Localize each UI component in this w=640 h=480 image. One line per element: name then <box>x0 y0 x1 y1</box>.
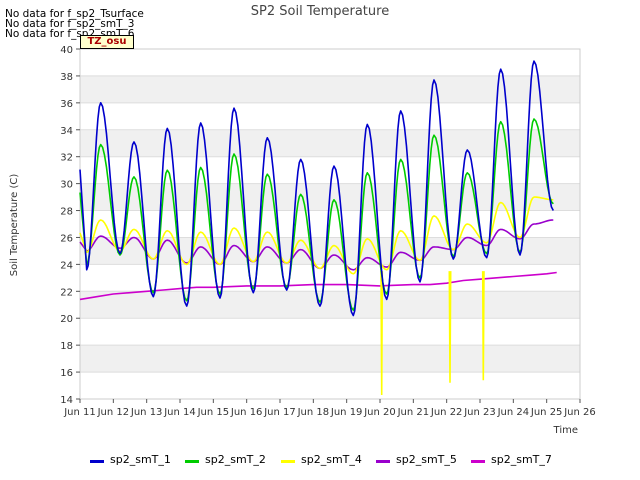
legend-label-sp2-smt-4: sp2_smT_4 <box>301 453 362 466</box>
series-line-sp2-smt-7 <box>79 271 557 301</box>
x-tick-label: Jun 19 <box>330 407 363 418</box>
x-tick-label: Jun 22 <box>430 407 463 418</box>
x-tick-label: Jun 14 <box>163 407 196 418</box>
legend-label-sp2-smt-5: sp2_smT_5 <box>396 453 457 466</box>
no-data-note-2: No data for f_sp2_smT_3 <box>5 18 135 30</box>
y-tick-label: 26 <box>60 233 73 244</box>
y-tick-label: 28 <box>60 207 73 218</box>
legend-swatch-sp2-smt-2 <box>185 460 199 463</box>
x-tick-label: Jun 25 <box>530 407 563 418</box>
series-line-sp2-smt-2 <box>79 118 554 311</box>
x-tick-label: Jun 16 <box>230 407 263 418</box>
y-tick-label: 32 <box>60 153 73 164</box>
series-layer <box>79 60 557 396</box>
x-tick-label: Jun 13 <box>130 407 163 418</box>
chart-title: SP2 Soil Temperature <box>251 4 389 19</box>
legend-swatch-sp2-smt-1 <box>90 460 104 463</box>
series-spike-sp2-smt-4 <box>448 271 452 383</box>
series-spike-sp2-smt-4 <box>380 271 384 396</box>
x-tick-label: Jun 17 <box>263 407 296 418</box>
y-tick-label: 30 <box>60 180 73 191</box>
legend-swatch-sp2-smt-7 <box>471 460 485 463</box>
y-tick-label: 20 <box>60 314 73 325</box>
y-tick-label: 40 <box>60 45 73 56</box>
plot-area <box>79 48 581 400</box>
y-tick-label: 18 <box>60 341 73 352</box>
y-tick-label: 24 <box>60 260 73 271</box>
y-tick-label: 36 <box>60 99 73 110</box>
x-tick-label: Jun 21 <box>397 407 430 418</box>
y-axis-label: Soil Temperature (C) <box>9 174 20 277</box>
x-tick-label: Jun 12 <box>97 407 130 418</box>
legend-swatch-sp2-smt-4 <box>281 460 295 463</box>
y-tick-label: 14 <box>60 395 73 406</box>
x-axis: Jun 11 Jun 12 Jun 13 Jun 14 Jun 15 Jun 16 Jun … <box>63 399 596 418</box>
y-tick-label: 38 <box>60 72 73 83</box>
x-tick-label: Jun 11 <box>63 407 96 418</box>
legend-label-sp2-smt-1: sp2_smT_1 <box>110 453 171 466</box>
y-tick-label: 22 <box>60 287 73 298</box>
timezone-badge: TZ_osu <box>80 35 134 49</box>
x-tick-label: Jun 24 <box>497 407 530 418</box>
no-data-note-1: No data for f_sp2_Tsurface <box>5 8 144 20</box>
y-axis: 14 16 18 20 22 24 26 28 30 32 34 36 38 40 <box>60 45 80 406</box>
x-tick-label: Jun 26 <box>563 407 596 418</box>
grid-band <box>80 291 580 319</box>
legend-label-sp2-smt-7: sp2_smT_7 <box>491 453 552 466</box>
legend: sp2_smT_1 sp2_smT_2 sp2_smT_4 sp2_smT_5 … <box>0 452 640 470</box>
x-axis-label: Time <box>553 425 578 436</box>
y-tick-label: 34 <box>60 126 73 137</box>
x-tick-label: Jun 20 <box>363 407 396 418</box>
legend-label-sp2-smt-2: sp2_smT_2 <box>205 453 266 466</box>
series-spike-sp2-smt-4 <box>481 271 485 381</box>
series-line-sp2-smt-4 <box>79 196 554 275</box>
x-tick-label: Jun 18 <box>297 407 330 418</box>
series-line-sp2-smt-1 <box>79 60 555 317</box>
y-tick-label: 16 <box>60 368 73 379</box>
x-tick-label: Jun 23 <box>463 407 496 418</box>
legend-swatch-sp2-smt-5 <box>376 460 390 463</box>
x-tick-label: Jun 15 <box>197 407 230 418</box>
grid-band <box>80 345 580 373</box>
